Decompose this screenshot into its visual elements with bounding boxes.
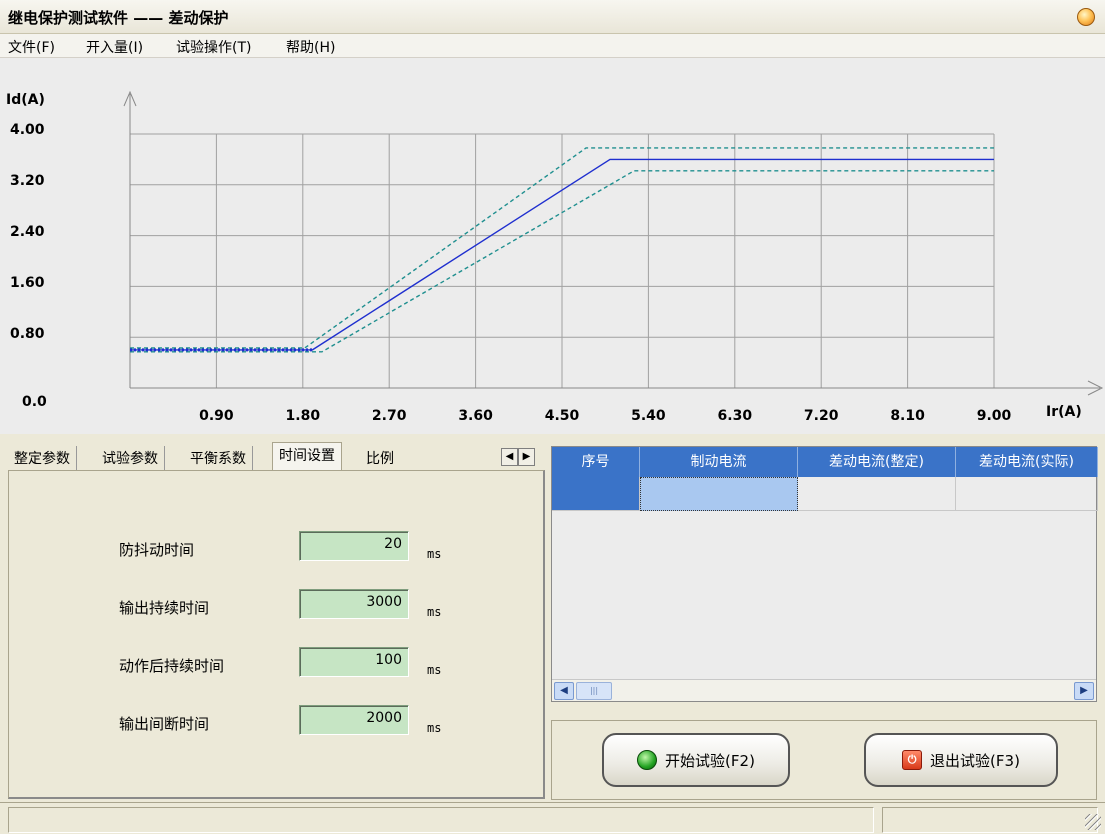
x-tick-label: 1.80	[286, 408, 321, 424]
x-tick-label: 4.50	[545, 408, 580, 424]
output-duration-label: 输出持续时间	[119, 599, 210, 617]
status-cell-main	[8, 807, 874, 833]
output-interval-unit: ms	[427, 721, 442, 735]
exit-test-button[interactable]: ⏻ 退出试验(F3)	[864, 733, 1058, 787]
debounce-time-unit: ms	[427, 547, 442, 561]
action-button-panel: 开始试验(F2) ⏻ 退出试验(F3)	[551, 720, 1097, 800]
tab-setting-params[interactable]: 整定参数	[8, 446, 77, 470]
y-tick-label: 4.00	[10, 122, 45, 138]
x-tick-label: 5.40	[631, 408, 666, 424]
y-tick-label: 1.60	[10, 275, 45, 291]
close-orb-icon[interactable]	[1077, 8, 1095, 26]
tab-balance-coef[interactable]: 平衡系数	[184, 446, 253, 470]
col-restraint-current[interactable]: 制动电流	[640, 447, 798, 477]
time-settings-body: 防抖动时间 20 ms 输出持续时间 3000 ms 动作后持续时间 100 m…	[8, 470, 545, 799]
series-line-2	[130, 170, 994, 353]
x-tick-label: 3.60	[458, 408, 493, 424]
y-tick-label: 3.20	[10, 173, 45, 189]
row-index-cell[interactable]	[552, 477, 640, 511]
settings-panel: 整定参数 试验参数 平衡系数 时间设置 比例 ◀ ▶ 防抖动时间 20 ms 输…	[8, 434, 545, 799]
output-duration-input[interactable]: 3000	[299, 589, 409, 619]
y-axis-arrow-icon	[123, 90, 137, 107]
table-row[interactable]	[552, 477, 1098, 511]
row-cell[interactable]	[798, 477, 956, 511]
results-grid[interactable]: 序号 制动电流 差动电流(整定) 差动电流(实际) ◀ ||| ▶	[551, 446, 1098, 702]
tab-strip: 整定参数 试验参数 平衡系数 时间设置 比例 ◀ ▶	[8, 442, 545, 472]
col-index[interactable]: 序号	[552, 447, 640, 477]
menu-input[interactable]: 开入量(I)	[86, 40, 144, 56]
start-icon	[637, 750, 658, 770]
tab-left-arrow-icon[interactable]: ◀	[501, 448, 518, 466]
x-tick-label: 2.70	[372, 408, 407, 424]
horizontal-scrollbar[interactable]: ◀ ||| ▶	[552, 679, 1096, 701]
menu-bar: 文件(F) 开入量(I) 试验操作(T) 帮助(H)	[0, 34, 1105, 58]
debounce-time-label: 防抖动时间	[119, 541, 195, 559]
exit-test-label: 退出试验(F3)	[930, 751, 1020, 770]
resize-grip-icon[interactable]	[1085, 814, 1101, 830]
x-axis-arrow-icon	[1087, 380, 1104, 396]
title-bar: 继电保护测试软件 —— 差动保护	[0, 0, 1105, 34]
post-action-duration-label: 动作后持续时间	[119, 657, 225, 675]
x-tick-label: 8.10	[890, 408, 925, 424]
tab-scroll-arrows: ◀ ▶	[501, 448, 535, 466]
x-tick-label: 7.20	[804, 408, 839, 424]
output-interval-input[interactable]: 2000	[299, 705, 409, 735]
output-interval-label: 输出间断时间	[119, 715, 210, 733]
y-tick-label: 2.40	[10, 224, 45, 240]
status-cell-secondary	[882, 807, 1098, 833]
col-diff-current-actual[interactable]: 差动电流(实际)	[956, 447, 1098, 477]
chart-svg: 4.00 3.20 2.40 1.60 0.80 0.0 0.90 1.80 2.70 3.60 4…	[6, 90, 1104, 424]
menu-help[interactable]: 帮助(H)	[286, 40, 336, 56]
post-action-duration-input[interactable]: 100	[299, 647, 409, 677]
scroll-right-icon[interactable]: ▶	[1074, 682, 1094, 700]
row-selected-cell[interactable]	[640, 477, 798, 511]
row-cell[interactable]	[956, 477, 1098, 511]
window-title: 继电保护测试软件 —— 差动保护	[8, 9, 229, 27]
x-tick-label: 9.00	[977, 408, 1012, 424]
y-axis-label: Id(A)	[6, 92, 45, 108]
x-tick-label: 6.30	[718, 408, 753, 424]
menu-file[interactable]: 文件(F)	[8, 40, 55, 56]
y-tick-label: 0.80	[10, 326, 45, 342]
tab-test-params[interactable]: 试验参数	[96, 446, 165, 470]
menu-test-operation[interactable]: 试验操作(T)	[176, 40, 252, 56]
post-action-duration-unit: ms	[427, 663, 442, 677]
output-duration-unit: ms	[427, 605, 442, 619]
x-tick-label: 0.90	[199, 408, 234, 424]
y-tick-label: 0.0	[22, 394, 47, 410]
differential-chart: 4.00 3.20 2.40 1.60 0.80 0.0 0.90 1.80 2.70 3.60 4…	[0, 58, 1105, 434]
tab-time-settings[interactable]: 时间设置	[272, 442, 342, 472]
tab-ratio[interactable]: 比例	[366, 451, 394, 467]
x-axis-label: Ir(A)	[1046, 404, 1082, 420]
tab-right-arrow-icon[interactable]: ▶	[518, 448, 535, 466]
debounce-time-input[interactable]: 20	[299, 531, 409, 561]
series-line-0	[130, 158, 994, 351]
exit-icon: ⏻	[902, 750, 923, 770]
start-test-button[interactable]: 开始试验(F2)	[602, 733, 790, 787]
status-bar	[0, 802, 1105, 834]
start-test-label: 开始试验(F2)	[665, 751, 755, 770]
scroll-left-icon[interactable]: ◀	[554, 682, 574, 700]
scroll-thumb[interactable]: |||	[576, 682, 612, 700]
col-diff-current-set[interactable]: 差动电流(整定)	[798, 447, 956, 477]
series-line-1	[130, 147, 994, 349]
grid-header: 序号 制动电流 差动电流(整定) 差动电流(实际)	[552, 447, 1098, 477]
